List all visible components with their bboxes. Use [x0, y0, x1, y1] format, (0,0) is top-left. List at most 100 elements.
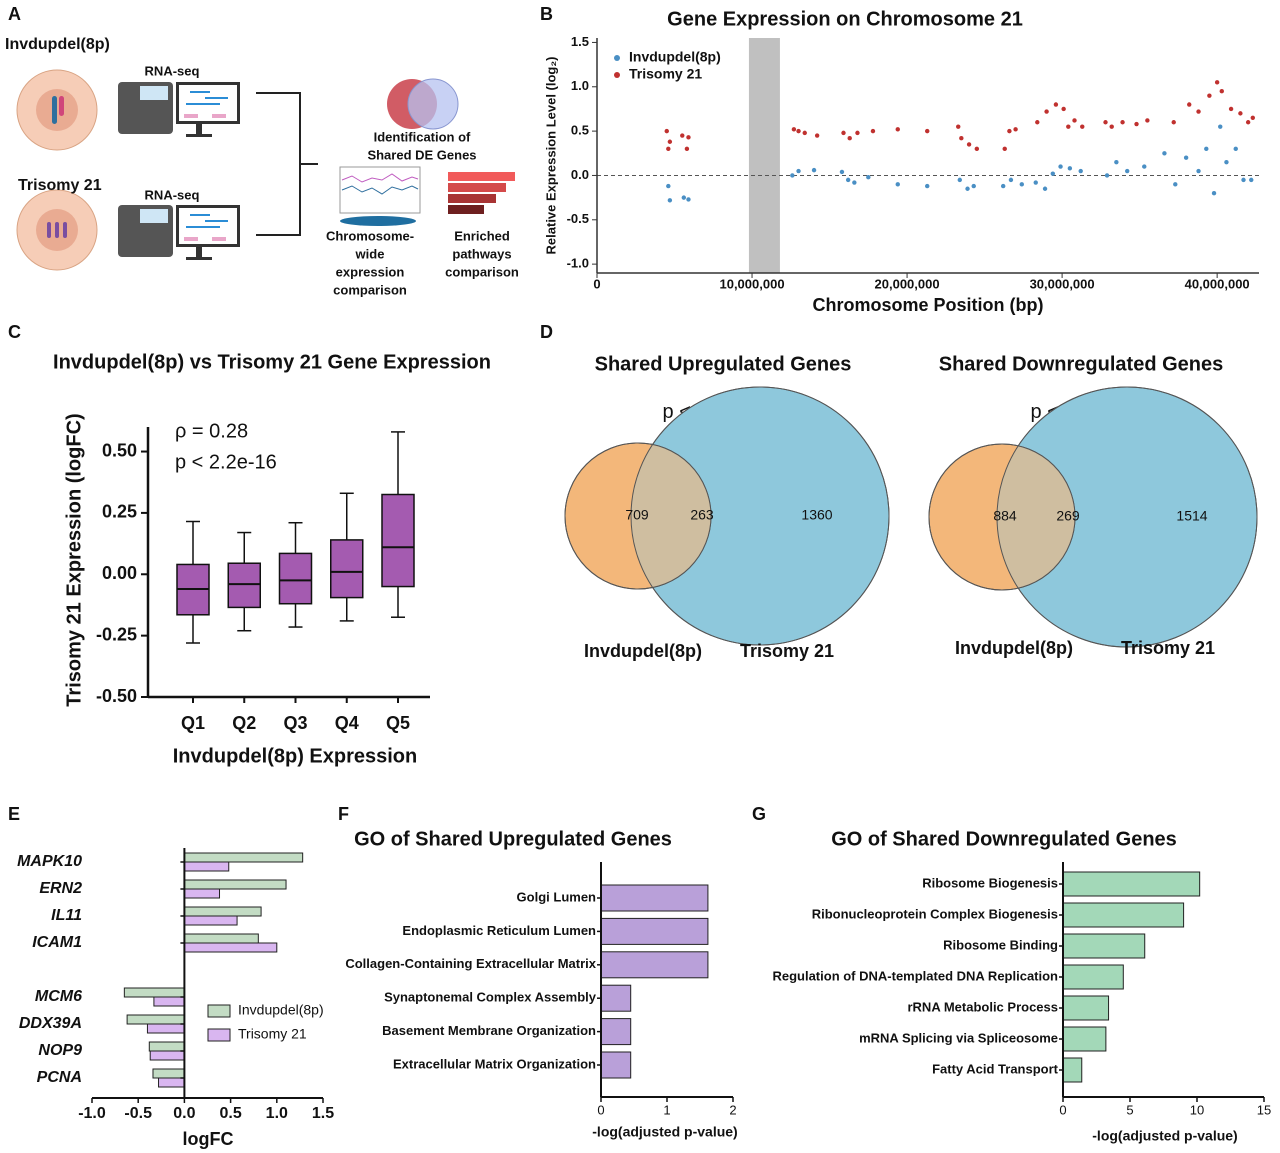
bar	[183, 942, 278, 953]
data-point	[1008, 177, 1014, 183]
data-point	[814, 133, 820, 138]
data-point	[680, 133, 685, 138]
data-point	[1214, 80, 1220, 85]
y-tick-label: rRNA Metabolic Process	[907, 999, 1058, 1014]
venn-label: Invdupdel(8p)	[955, 638, 1073, 658]
data-point	[1145, 118, 1150, 123]
data-point	[895, 127, 900, 132]
label: Invdupdel(8p)	[5, 36, 110, 53]
data-point	[1033, 180, 1038, 185]
data-point	[1103, 120, 1108, 125]
sequencer	[118, 82, 240, 137]
data-point	[1066, 124, 1071, 129]
data-point	[790, 173, 795, 178]
data-point	[1002, 146, 1007, 152]
data-point	[1183, 155, 1189, 160]
data-point	[959, 136, 964, 141]
data-point	[1173, 182, 1178, 187]
venn-outline	[928, 443, 1076, 591]
data-point	[845, 177, 851, 183]
bar	[126, 1014, 185, 1025]
label: Identification of	[374, 129, 471, 144]
data-point	[1120, 120, 1125, 125]
bar	[183, 861, 230, 872]
data-point	[1044, 109, 1049, 114]
legend-label: Invdupdel(8p)	[629, 49, 721, 65]
x-tick-label: 1	[663, 1102, 670, 1117]
data-point	[811, 167, 817, 173]
y-tick-label: Ribosome Biogenesis	[922, 875, 1058, 890]
data-point	[1125, 168, 1130, 174]
label: RNA-seq	[145, 187, 200, 202]
data-point	[1204, 146, 1209, 152]
data-point	[1109, 124, 1114, 129]
chromosome-icon	[47, 222, 51, 238]
y-tick-label: Golgi Lumen	[517, 889, 597, 904]
chart-title: GO of Shared Upregulated Genes	[354, 828, 672, 850]
bracket	[256, 92, 301, 236]
bar	[183, 906, 262, 917]
label: pathways	[452, 246, 511, 261]
data-point	[847, 136, 852, 141]
bar-icon	[448, 194, 496, 203]
legend-marker	[207, 1028, 231, 1042]
chromosome-icon	[340, 216, 416, 226]
y-tick-label: Collagen-Containing Extracellular Matrix	[345, 956, 596, 971]
sequencer	[118, 205, 240, 260]
chart-title: GO of Shared Downregulated Genes	[831, 828, 1177, 850]
data-point	[1250, 115, 1255, 121]
x-tick-label: 40,000,000	[1185, 276, 1250, 291]
chromosome-icon	[55, 222, 59, 238]
y-tick-label: -1.0	[567, 256, 589, 271]
data-point	[855, 130, 860, 136]
panel-letter: F	[338, 804, 349, 824]
venn-count: 709	[625, 507, 649, 523]
bar	[1062, 995, 1110, 1021]
data-point	[802, 130, 807, 136]
y-axis-label: Trisomy 21 Expression (logFC)	[63, 413, 85, 706]
bar	[158, 1077, 185, 1088]
venn-overlap	[631, 443, 711, 589]
legend-label: Invdupdel(8p)	[238, 1002, 324, 1018]
panel-letter: G	[752, 804, 766, 824]
data-point	[1228, 106, 1234, 112]
data-point	[666, 183, 671, 189]
y-tick-label: Regulation of DNA-templated DNA Replicat…	[772, 968, 1058, 983]
y-tick-label: Fatty Acid Transport	[932, 1061, 1059, 1076]
data-point	[1080, 124, 1085, 129]
bar	[1062, 1057, 1083, 1083]
bar	[600, 917, 709, 945]
data-point	[1035, 120, 1040, 125]
x-tick-label: Q2	[232, 713, 256, 733]
bar	[600, 1051, 632, 1079]
data-point	[1058, 164, 1063, 169]
x-tick-label: 0.5	[219, 1105, 241, 1122]
data-point	[1241, 177, 1246, 183]
data-point	[1245, 120, 1251, 125]
x-tick-label: 30,000,000	[1030, 276, 1095, 291]
data-point	[966, 142, 972, 147]
data-point	[664, 128, 669, 134]
data-point	[667, 198, 673, 203]
annotation: p < 2.2e-16	[175, 451, 277, 473]
data-point	[1224, 159, 1229, 165]
x-tick-label: Q4	[335, 713, 359, 733]
label: RNA-seq	[145, 63, 200, 78]
data-point	[1196, 168, 1201, 174]
x-axis-label: logFC	[183, 1129, 234, 1149]
y-tick-label: Endoplasmic Reticulum Lumen	[402, 923, 596, 938]
y-tick-label: Basement Membrane Organization	[382, 1023, 596, 1038]
data-point	[681, 195, 687, 200]
x-tick-label: 2	[729, 1102, 736, 1117]
y-tick-label: Synaptonemal Complex Assembly	[384, 990, 597, 1005]
x-tick-label: -1.0	[78, 1105, 106, 1122]
venn-label: Invdupdel(8p)	[584, 641, 702, 661]
chromosome-icon	[63, 222, 67, 238]
y-tick-label: MAPK10	[17, 853, 82, 870]
x-tick-label: 15	[1257, 1102, 1271, 1117]
plot-icon	[339, 166, 421, 214]
venn-label: Trisomy 21	[1121, 638, 1215, 658]
bar	[183, 915, 238, 926]
data-point	[666, 146, 671, 152]
